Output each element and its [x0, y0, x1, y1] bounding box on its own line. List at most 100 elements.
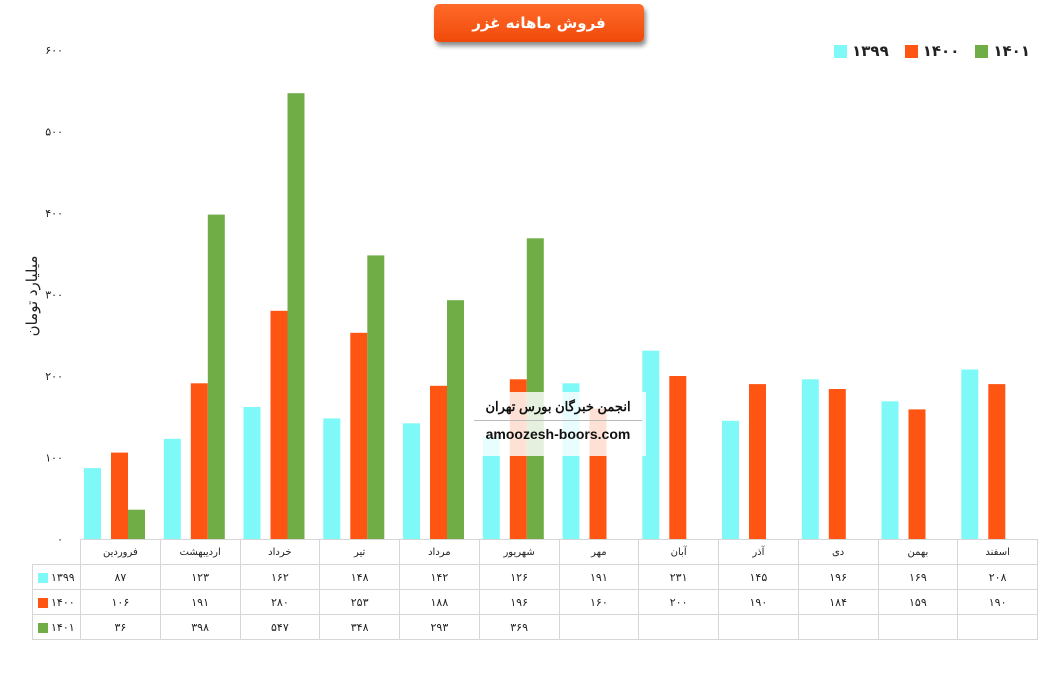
data-label: ۲۹۳ [399, 614, 480, 640]
legend-item: ۱۴۰۰ [904, 42, 960, 60]
bar [430, 385, 447, 539]
data-label: ۱۹۶ [797, 564, 879, 590]
data-label: ۱۹۱ [558, 564, 640, 590]
series-swatch [38, 572, 48, 583]
watermark-divider [474, 420, 642, 421]
legend-item: ۱۳۹۹ [834, 42, 889, 60]
bar [287, 93, 305, 539]
category-label: مرداد [399, 539, 480, 565]
data-label: ۱۵۹ [877, 589, 959, 615]
legend: ۱۳۹۹ ۱۴۰۰ ۱۴۰۱ [834, 42, 1030, 60]
bar [642, 350, 660, 539]
data-label [558, 614, 640, 640]
y-tick-label: ۳۰۰ [45, 289, 63, 302]
bar [908, 409, 926, 539]
bar [270, 310, 288, 539]
table-row: ۱۴۰۰ ۱۰۶ ۱۹۱ ۲۸۰ ۲۵۳ ۱۸۸ ۱۹۶ ۱۶۰ ۲۰۰ ۱۹۰ ۱۸۴ ۱۵۹ ۱۹۰ [32, 589, 1038, 615]
data-label: ۳۴۸ [319, 614, 400, 640]
data-label: ۱۴۲ [399, 564, 480, 590]
series-name: ۱۳۹۹ [32, 564, 81, 590]
series-name: ۱۴۰۰ [32, 589, 81, 615]
category-label: مهر [558, 539, 640, 565]
bar [881, 401, 899, 539]
category-label: تیر [319, 539, 400, 565]
data-label: ۱۹۰ [718, 589, 799, 615]
table-row: ۱۳۹۹ ۸۷ ۱۲۳ ۱۶۲ ۱۴۸ ۱۴۲ ۱۲۶ ۱۹۱ ۲۳۱ ۱۴۵ ۱۹۶ ۱۶۹ ۲۰۸ [32, 564, 1038, 590]
table-row: ۱۴۰۱ ۳۶ ۳۹۸ ۵۴۷ ۳۴۸ ۲۹۳ ۳۶۹ [32, 614, 1038, 640]
bars [84, 93, 1006, 540]
bar [526, 238, 544, 540]
data-label: ۱۶۹ [877, 564, 959, 590]
watermark-text-persian: انجمن خبرگان بورس تهران [485, 399, 631, 414]
category-label: آذر [718, 539, 799, 565]
data-label: ۲۰۸ [957, 564, 1038, 590]
chart-plot: ۰ ۱۰۰ ۲۰۰ ۳۰۰ ۴۰۰ ۵۰۰ ۶۰۰ [45, 44, 1037, 546]
bar [749, 384, 766, 539]
data-label: ۲۳۱ [638, 564, 719, 590]
series-name: ۱۴۰۱ [32, 614, 81, 640]
bar [163, 438, 181, 539]
bar [323, 418, 341, 539]
data-label: ۱۰۶ [80, 589, 161, 615]
series-swatch [38, 622, 48, 633]
data-label: ۱۶۲ [239, 564, 321, 590]
data-table: فروردین اردیبهشت خرداد تیر مرداد شهریور مهر آبا… [32, 539, 1038, 640]
data-label: ۱۲۳ [159, 564, 241, 590]
legend-swatch [975, 44, 989, 58]
data-label [638, 614, 719, 640]
data-label: ۱۹۰ [957, 589, 1038, 615]
data-label: ۱۴۸ [319, 564, 400, 590]
table-corner [33, 540, 81, 565]
data-label: ۳۶ [80, 614, 161, 640]
bar [350, 332, 368, 539]
bar [190, 383, 208, 539]
legend-label: ۱۴۰۰ [922, 42, 960, 60]
category-label: شهریور [478, 539, 560, 565]
bar [367, 255, 385, 539]
bar [669, 376, 687, 539]
bar [84, 468, 101, 539]
y-axis-ticks: ۰ ۱۰۰ ۲۰۰ ۳۰۰ ۴۰۰ ۵۰۰ ۶۰۰ [45, 44, 63, 546]
data-label: ۳۹۸ [159, 614, 241, 640]
category-label: خرداد [239, 539, 321, 565]
legend-label: ۱۴۰۱ [993, 42, 1030, 60]
data-label: ۱۲۶ [478, 564, 560, 590]
y-tick-label: ۵۰۰ [45, 126, 63, 139]
bar [828, 389, 846, 539]
y-tick-label: ۴۰۰ [45, 207, 63, 220]
chart-title: فروش ماهانه غزر [434, 4, 644, 42]
bar [447, 300, 464, 539]
bar [207, 214, 225, 539]
bar [482, 436, 500, 539]
legend-swatch [904, 44, 918, 58]
data-label [797, 614, 879, 640]
data-label: ۳۶۹ [478, 614, 560, 640]
data-label [718, 614, 799, 640]
data-label: ۲۰۰ [638, 589, 719, 615]
y-tick-label: ۶۰۰ [45, 44, 63, 57]
data-label: ۱۸۴ [797, 589, 879, 615]
bar [403, 423, 420, 539]
series-swatch [38, 597, 48, 608]
y-tick-label: ۰ [57, 533, 63, 546]
data-label: ۲۸۰ [239, 589, 321, 615]
category-label: اردیبهشت [159, 539, 241, 565]
data-label: ۱۹۱ [159, 589, 241, 615]
bar [801, 379, 819, 539]
y-axis-label: میلیارد تومان [23, 255, 41, 337]
data-label: ۲۵۳ [319, 589, 400, 615]
watermark-url: amoozesh-boors.com [485, 426, 631, 442]
bar [961, 369, 979, 539]
bar [243, 407, 261, 539]
watermark: انجمن خبرگان بورس تهران amoozesh-boors.c… [470, 392, 646, 456]
y-tick-label: ۲۰۰ [45, 370, 63, 383]
category-label: بهمن [877, 539, 959, 565]
legend-label: ۱۳۹۹ [852, 42, 889, 60]
bar [722, 420, 739, 539]
legend-item: ۱۴۰۱ [975, 42, 1030, 60]
legend-swatch [834, 44, 848, 58]
data-label [957, 614, 1038, 640]
category-label: دی [797, 539, 879, 565]
data-label: ۱۶۰ [558, 589, 640, 615]
bar [128, 509, 145, 539]
